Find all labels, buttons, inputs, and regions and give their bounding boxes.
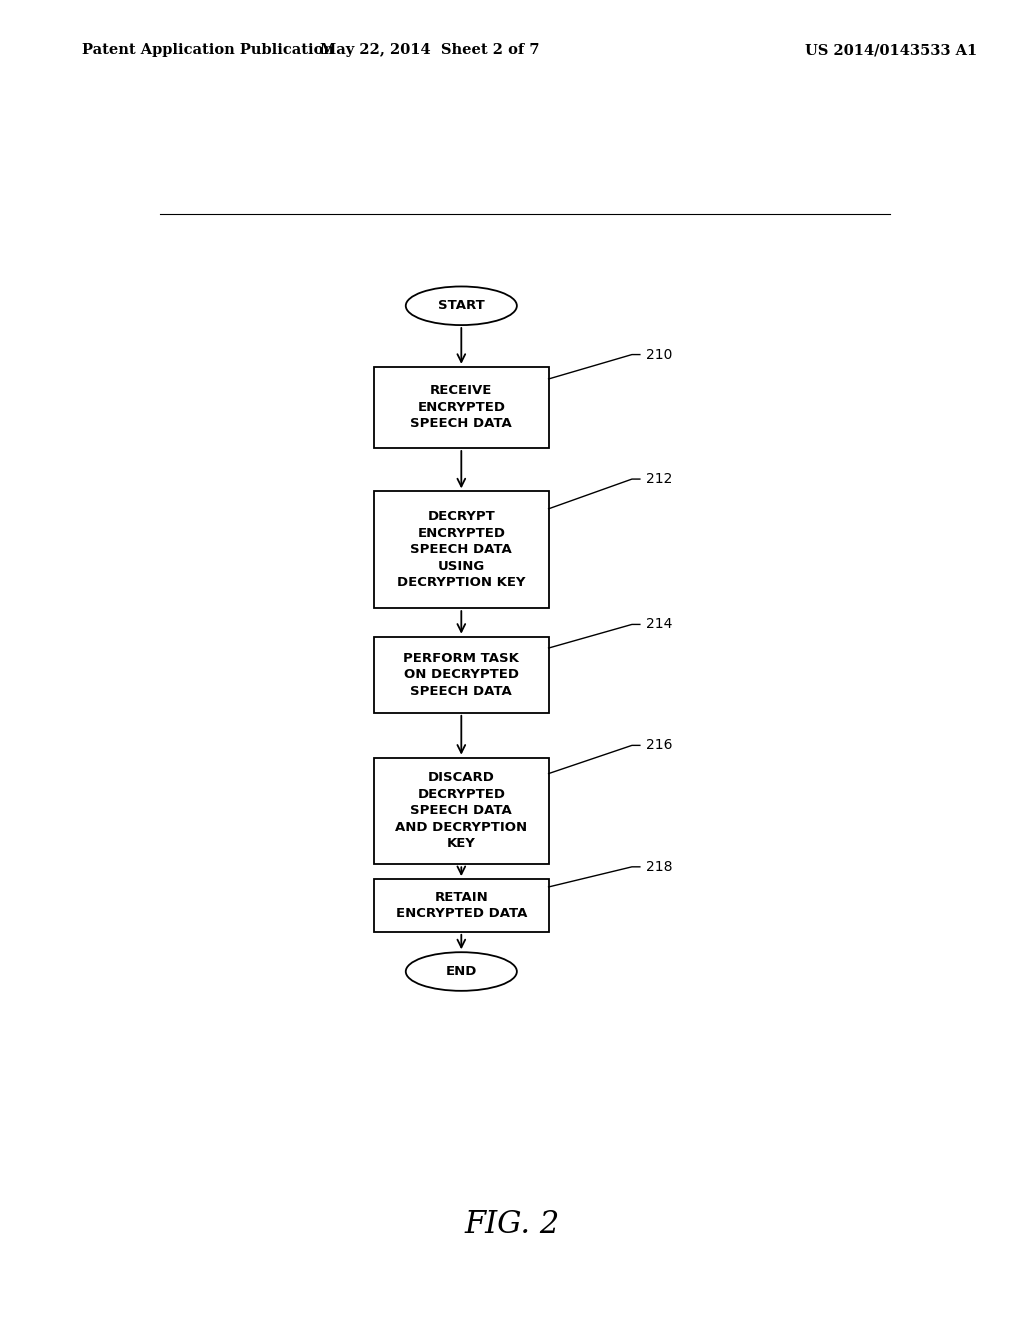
Text: 216: 216 — [646, 738, 673, 752]
Text: RETAIN
ENCRYPTED DATA: RETAIN ENCRYPTED DATA — [395, 891, 527, 920]
Text: RECEIVE
ENCRYPTED
SPEECH DATA: RECEIVE ENCRYPTED SPEECH DATA — [411, 384, 512, 430]
Text: Patent Application Publication: Patent Application Publication — [82, 44, 334, 57]
Text: FIG. 2: FIG. 2 — [464, 1209, 560, 1241]
Text: DECRYPT
ENCRYPTED
SPEECH DATA
USING
DECRYPTION KEY: DECRYPT ENCRYPTED SPEECH DATA USING DECR… — [397, 511, 525, 589]
Bar — [374, 367, 549, 447]
Text: US 2014/0143533 A1: US 2014/0143533 A1 — [805, 44, 977, 57]
Bar — [374, 636, 549, 713]
Text: START: START — [438, 300, 484, 313]
Text: 212: 212 — [646, 473, 673, 486]
Bar — [374, 758, 549, 865]
Text: 214: 214 — [646, 618, 673, 631]
Text: PERFORM TASK
ON DECRYPTED
SPEECH DATA: PERFORM TASK ON DECRYPTED SPEECH DATA — [403, 652, 519, 698]
Text: END: END — [445, 965, 477, 978]
Text: 210: 210 — [646, 347, 673, 362]
Text: May 22, 2014  Sheet 2 of 7: May 22, 2014 Sheet 2 of 7 — [321, 44, 540, 57]
Text: DISCARD
DECRYPTED
SPEECH DATA
AND DECRYPTION
KEY: DISCARD DECRYPTED SPEECH DATA AND DECRYP… — [395, 771, 527, 850]
Bar — [374, 491, 549, 609]
Bar — [374, 879, 549, 932]
Text: 218: 218 — [646, 859, 673, 874]
